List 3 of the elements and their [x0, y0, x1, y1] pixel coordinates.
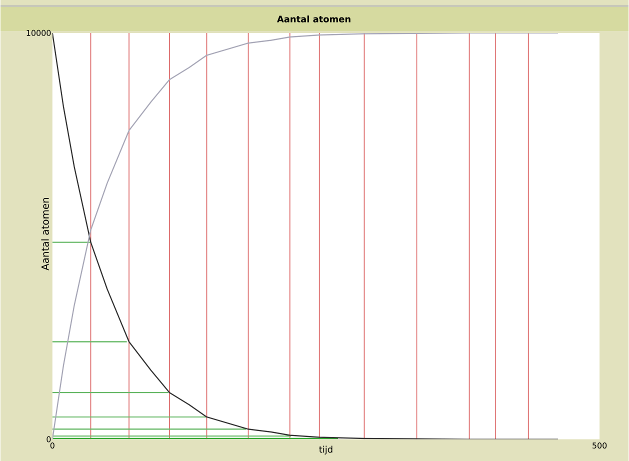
chart-title: Aantal atomen: [277, 15, 350, 22]
y-axis-title: Aantal atomen: [41, 198, 49, 270]
x-axis-title: tijd: [319, 446, 332, 454]
